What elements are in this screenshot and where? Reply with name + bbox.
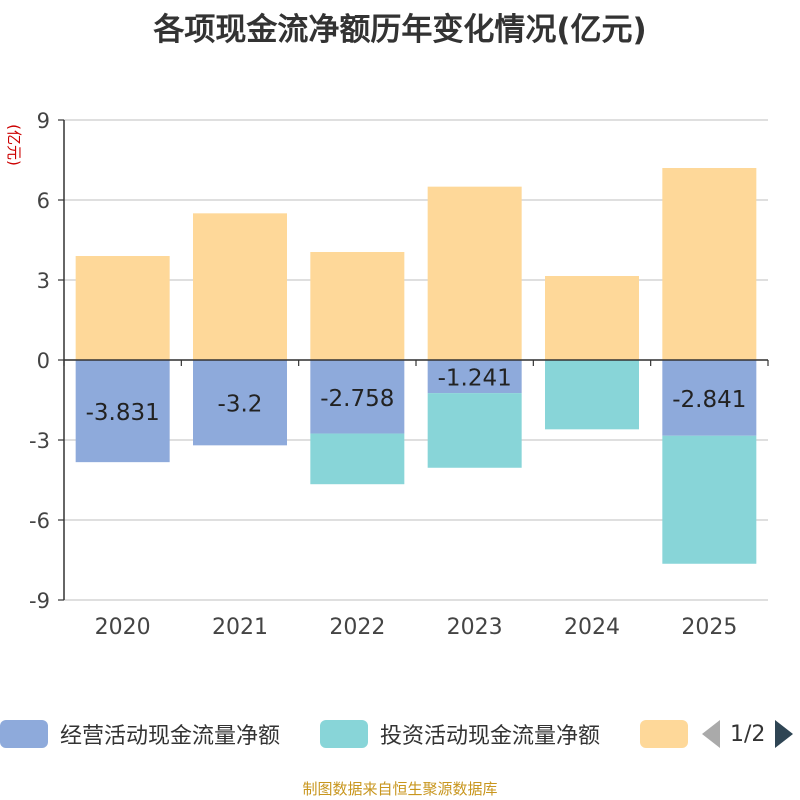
legend-page-indicator: 1/2 xyxy=(730,721,766,747)
legend-label-investing: 投资活动现金流量净额 xyxy=(380,724,601,749)
legend-prev-page-icon[interactable] xyxy=(702,720,720,748)
bar-2021-series-2 xyxy=(193,213,287,360)
bar-2020-series-2 xyxy=(75,256,170,360)
data-label: -2.758 xyxy=(320,386,394,412)
bar-2023-series-0 xyxy=(427,360,522,394)
y-tick-label: 0 xyxy=(37,349,50,373)
x-tick-label: 2021 xyxy=(212,615,268,640)
bar-2025-series-1 xyxy=(662,435,757,564)
legend-next-page-icon[interactable] xyxy=(775,720,794,748)
bar-2022-series-0 xyxy=(310,360,405,434)
data-source-note: 制图数据来自恒生聚源数据库 xyxy=(302,780,498,798)
x-tick-label: 2024 xyxy=(564,615,620,640)
x-tick-label: 2022 xyxy=(329,615,385,640)
bar-2022-series-1 xyxy=(310,433,405,485)
legend-label-operating: 经营活动现金流量净额 xyxy=(60,724,281,749)
bar-2020-series-0 xyxy=(75,360,170,463)
bar-2025-series-0 xyxy=(662,360,757,436)
data-label: -1.241 xyxy=(438,366,512,392)
y-tick-label: 9 xyxy=(37,109,50,133)
bar-2023-series-1 xyxy=(427,393,522,468)
legend-swatch-investing xyxy=(320,720,368,748)
legend-swatch-operating xyxy=(0,720,48,748)
data-label: -3.2 xyxy=(218,392,263,418)
y-tick-label: 6 xyxy=(37,189,50,213)
data-label: -2.841 xyxy=(672,387,746,413)
x-tick-label: 2025 xyxy=(681,615,737,640)
data-label: -3.831 xyxy=(86,400,160,426)
legend-item-operating[interactable]: 经营活动现金流量净额 xyxy=(0,716,280,752)
legend-swatch-financing xyxy=(640,720,688,748)
bar-2022-series-2 xyxy=(310,252,405,360)
bar-2025-series-2 xyxy=(662,168,757,360)
y-tick-label: -3 xyxy=(29,429,50,453)
y-tick-label: -6 xyxy=(29,509,50,533)
bar-2024-series-1 xyxy=(545,360,639,430)
y-tick-label: -9 xyxy=(29,589,50,613)
y-axis-unit-label: (亿元) xyxy=(5,124,23,166)
chart-title: 各项现金流净额历年变化情况(亿元) xyxy=(153,12,647,48)
legend-item-investing[interactable]: 投资活动现金流量净额 xyxy=(320,716,600,752)
bar-2024-series-2 xyxy=(545,276,639,360)
legend-item-financing[interactable] xyxy=(640,716,688,752)
bar-2021-series-0 xyxy=(193,360,287,446)
x-tick-label: 2023 xyxy=(447,615,503,640)
y-tick-label: 3 xyxy=(37,269,50,293)
x-tick-label: 2020 xyxy=(95,615,151,640)
legend-pager: 1/2 xyxy=(702,716,794,752)
bar-2023-series-2 xyxy=(427,186,522,360)
